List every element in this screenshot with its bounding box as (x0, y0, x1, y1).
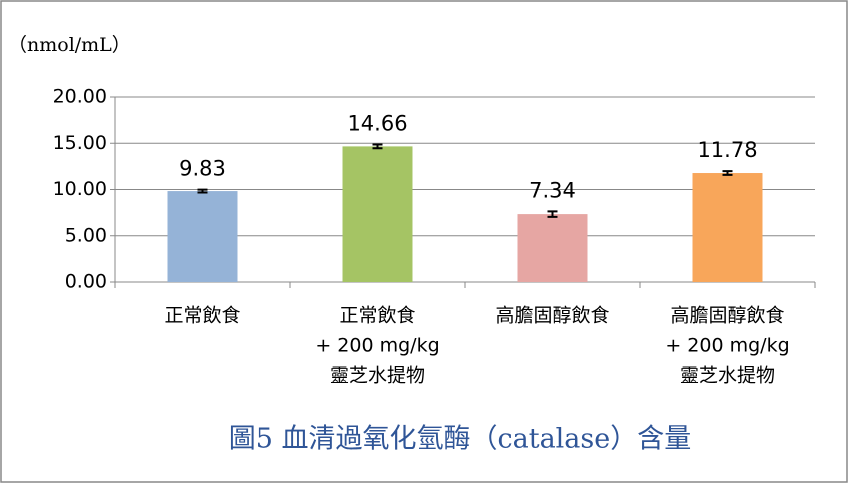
x-tick-label: 正常飲食 (339, 305, 415, 327)
x-tick-label: 正常飲食 (164, 305, 240, 327)
x-tick-label: 靈芝水提物 (330, 365, 425, 387)
y-tick-label: 20.00 (53, 86, 107, 108)
error-bar (372, 143, 383, 150)
value-label: 14.66 (347, 112, 407, 136)
value-label: 7.34 (529, 178, 576, 202)
y-axis-unit: （nmol/mL） (8, 34, 131, 56)
x-tick-label: + 200 mg/kg (665, 335, 789, 357)
error-bar (722, 170, 733, 176)
bar (342, 146, 413, 282)
x-tick-label: 靈芝水提物 (680, 365, 775, 387)
x-tick-label: 高膽固醇飲食 (495, 305, 609, 327)
bar (167, 191, 238, 282)
bar (692, 173, 763, 282)
y-tick-label: 0.00 (65, 271, 107, 293)
x-tick-label: + 200 mg/kg (315, 335, 439, 357)
bar (517, 214, 588, 282)
error-bar (547, 210, 558, 218)
value-label: 9.83 (179, 157, 226, 181)
y-tick-label: 10.00 (53, 178, 107, 200)
value-label: 11.78 (697, 138, 757, 162)
x-tick-label: 高膽固醇飲食 (670, 305, 784, 327)
y-tick-label: 15.00 (53, 132, 107, 154)
chart-title: 圖5 血清過氧化氫酶（catalase）含量 (229, 424, 692, 455)
error-bar (197, 188, 208, 194)
y-tick-label: 5.00 (65, 224, 107, 246)
